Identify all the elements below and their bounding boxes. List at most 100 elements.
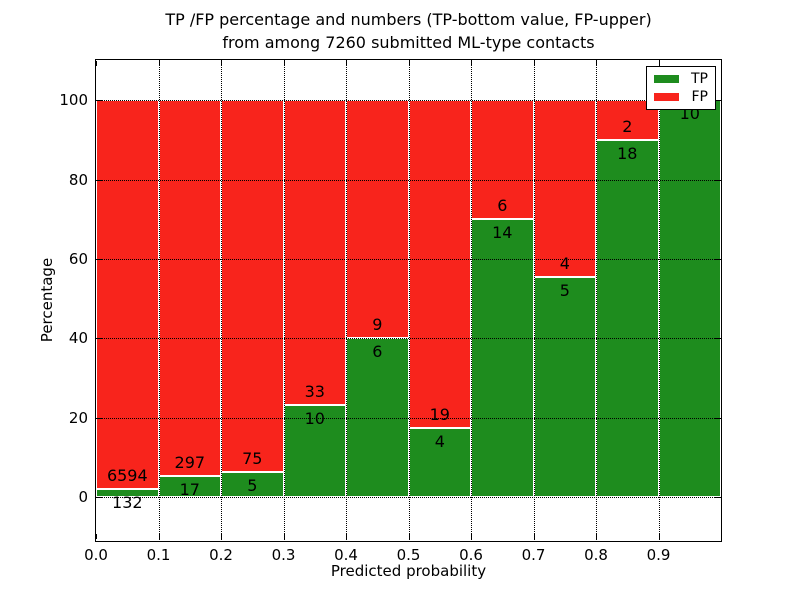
x-tick-mark <box>658 534 660 539</box>
x-tick-mark <box>221 534 222 539</box>
bar-segment-tp <box>471 219 534 498</box>
chart-title-line1: TP /FP percentage and numbers (TP-bottom… <box>165 10 652 29</box>
y-tick-mark <box>97 179 102 181</box>
x-gridline <box>283 60 285 540</box>
x-tick-label: 0.3 <box>271 546 296 564</box>
x-tick-label: 0.8 <box>584 546 608 564</box>
bar-segment-fp <box>221 100 284 473</box>
x-tick-mark <box>346 534 347 539</box>
x-tick-mark <box>596 534 597 539</box>
chart-title-line2: from among 7260 submitted ML-type contac… <box>222 33 595 53</box>
x-tick-mark <box>158 534 160 539</box>
x-tick-mark <box>533 61 535 66</box>
x-gridline <box>158 60 160 540</box>
legend-label-tp: TP <box>691 71 708 87</box>
y-tick-mark <box>97 258 102 260</box>
legend-label-fp: FP <box>691 89 709 105</box>
y-tick-label: 40 <box>68 329 88 348</box>
bar-segment-tp <box>221 472 284 498</box>
fp-count-label: 297 <box>174 452 206 472</box>
x-tick-mark <box>471 61 472 66</box>
x-tick-mark <box>221 61 222 66</box>
x-axis-label: Predicted probability <box>330 562 487 580</box>
x-gridline <box>658 60 660 540</box>
bar-segment-tp <box>533 276 596 498</box>
tp-count-label: 5 <box>559 280 570 300</box>
x-gridline <box>408 60 410 540</box>
tp-count-label: 18 <box>617 143 638 163</box>
x-gridline <box>346 60 347 540</box>
bar-segment-fp <box>346 100 409 339</box>
x-tick-mark <box>283 534 285 539</box>
fp-count-label: 75 <box>242 449 263 469</box>
x-tick-label: 0.0 <box>84 546 108 564</box>
y-tick-mark <box>97 338 102 340</box>
fp-count-label: 6594 <box>106 466 148 486</box>
bar-segment-fp <box>408 100 471 429</box>
y-tick-mark <box>715 179 720 181</box>
y-tick-mark <box>715 417 720 419</box>
y-tick-label: 60 <box>68 249 88 268</box>
x-tick-mark <box>158 61 160 66</box>
tp-color-swatch-icon <box>654 75 679 83</box>
x-tick-label: 0.4 <box>334 546 358 564</box>
x-gridline <box>221 60 222 540</box>
fp-count-label: 4 <box>559 253 570 273</box>
y-tick-mark <box>97 417 102 419</box>
tp-count-label: 132 <box>112 493 143 513</box>
tp-count-label: 5 <box>247 476 258 496</box>
bar-segment-fp <box>158 100 221 476</box>
fp-count-label: 33 <box>304 381 325 401</box>
bar-segment-fp <box>283 100 346 405</box>
bar-segment-fp <box>533 100 596 277</box>
tp-count-label: 10 <box>304 408 325 428</box>
y-tick-label: 80 <box>68 170 88 189</box>
y-tick-label: 20 <box>68 408 88 427</box>
bar-segment-tp <box>658 100 721 498</box>
x-tick-label: 0.9 <box>646 546 671 564</box>
x-tick-mark <box>408 534 410 539</box>
x-tick-mark <box>533 534 535 539</box>
x-tick-mark <box>96 61 97 66</box>
x-tick-mark <box>471 534 472 539</box>
x-tick-label: 0.2 <box>209 546 233 564</box>
x-tick-mark <box>283 61 285 66</box>
x-tick-mark <box>596 61 597 66</box>
x-tick-mark <box>346 61 347 66</box>
fp-count-label: 2 <box>622 116 633 136</box>
fp-count-label: 9 <box>372 315 383 335</box>
bar-segment-fp <box>96 100 159 490</box>
x-tick-mark <box>658 61 660 66</box>
y-tick-mark <box>715 497 720 499</box>
legend-entry-fp: FP <box>654 89 708 105</box>
y-tick-label: 0 <box>78 488 88 507</box>
x-gridline <box>471 60 472 540</box>
x-gridline <box>596 60 597 540</box>
fp-color-swatch-icon <box>654 93 679 101</box>
y-tick-mark <box>715 100 720 102</box>
legend-entry-tp: TP <box>654 71 708 87</box>
fp-count-label: 6 <box>497 196 508 216</box>
y-tick-label: 100 <box>59 91 88 110</box>
x-tick-label: 0.7 <box>521 546 546 564</box>
tp-count-label: 4 <box>434 432 445 452</box>
tp-count-label: 14 <box>492 223 513 243</box>
y-tick-mark <box>97 497 102 499</box>
x-tick-label: 0.1 <box>146 546 171 564</box>
fp-count-label: 19 <box>429 405 450 425</box>
y-tick-mark <box>715 338 720 340</box>
x-tick-mark <box>96 534 97 539</box>
tp-count-label: 17 <box>179 479 200 499</box>
x-tick-label: 0.5 <box>396 546 421 564</box>
x-tick-mark <box>408 61 410 66</box>
x-gridline <box>533 60 535 540</box>
tp-count-label: 6 <box>372 342 383 362</box>
y-tick-mark <box>97 100 102 102</box>
legend: TP FP <box>646 66 716 110</box>
chart-title: TP /FP percentage and numbers (TP-bottom… <box>96 8 721 54</box>
bar-segment-tp <box>96 489 159 498</box>
bar-segment-tp <box>596 139 659 498</box>
x-tick-label: 0.6 <box>459 546 483 564</box>
y-tick-mark <box>715 258 720 260</box>
